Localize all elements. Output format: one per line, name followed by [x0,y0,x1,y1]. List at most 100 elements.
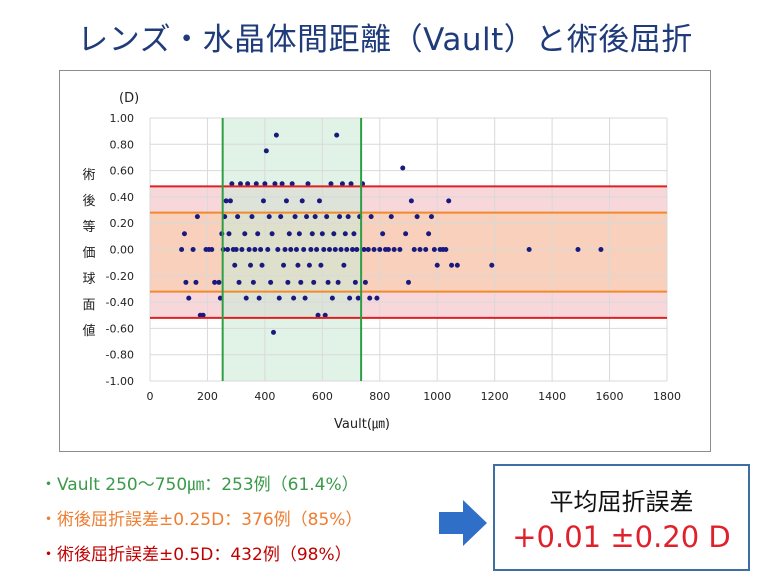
data-point [361,247,367,252]
x-tick-label: 1400 [538,390,566,403]
data-point [434,262,440,268]
data-point [408,198,414,204]
y-axis-label-char: 後 [82,194,95,209]
data-point [446,198,452,204]
data-point [371,247,377,252]
data-point [249,214,255,220]
x-tick-label: 1600 [596,390,624,403]
data-point [239,247,245,252]
data-point [331,231,337,237]
data-point [406,279,411,285]
data-point [200,312,206,318]
y-tick-label: -1.00 [106,375,134,388]
data-point [328,181,334,187]
data-point [255,231,261,237]
data-point [233,247,239,252]
data-point [377,247,383,252]
data-point [314,247,320,252]
data-point [209,247,215,252]
data-point [454,262,460,268]
data-point [309,231,315,237]
y-axis-label-char: 値 [82,323,95,339]
data-point [354,247,360,252]
data-point [324,214,330,220]
data-point [276,295,282,301]
x-tick-label: 1000 [423,390,451,403]
data-point [181,231,187,237]
data-point [293,247,299,252]
data-point [258,247,264,252]
data-point [391,247,397,252]
data-point [302,295,308,301]
data-point [325,279,331,285]
data-point [283,198,289,204]
data-point [341,262,347,268]
data-point [268,279,274,285]
stat-vault-range: ・Vault 250〜750㎛：253例（61.4%） [40,475,359,495]
data-point [278,214,284,220]
data-point [428,214,434,220]
data-point [368,214,374,220]
data-point [347,295,353,301]
y-tick-label: 0.40 [110,191,135,204]
data-point [575,247,581,252]
data-point [190,247,196,252]
data-point [332,247,338,252]
data-point [308,247,314,252]
data-point [216,279,222,285]
data-point [301,247,307,252]
data-point [186,295,192,301]
data-point [388,214,394,220]
y-tick-label: 0.20 [110,217,135,230]
data-point [397,247,403,252]
data-point [299,198,305,204]
data-point [335,279,341,285]
data-point [235,214,241,220]
data-point [292,214,298,220]
slide-title: レンズ・水晶体間距離（Vault）と術後屈折 [77,22,693,58]
y-axis-label-char: 価 [82,246,95,261]
x-tick-label: 400 [254,390,275,403]
data-point [298,279,304,285]
data-point [217,295,223,301]
data-point [321,247,327,252]
data-point [351,231,357,237]
data-point [312,214,318,220]
data-point [385,247,391,252]
data-point [227,198,233,204]
data-point [367,295,373,301]
data-point [344,247,350,252]
data-point [411,247,417,252]
data-point [236,279,242,285]
data-point [271,329,277,335]
data-point [263,148,269,154]
data-point [322,312,328,318]
data-point [275,247,281,252]
y-axis-label-char: 球 [82,272,95,287]
data-point [179,247,185,252]
y-tick-label: 0.80 [110,138,135,151]
data-point [449,262,455,268]
data-point [327,247,333,252]
data-point [526,247,532,252]
data-point [269,231,275,237]
data-point [242,231,248,237]
data-point [243,295,249,301]
data-point [229,181,235,187]
result-value: +0.01 ±0.20 D [512,520,731,554]
data-point [318,262,324,268]
data-point [334,132,340,138]
data-point [400,165,406,171]
data-point [417,247,423,252]
scatter-chart: 1.00 0.80 0.60 0.40 0.20 0.00 -0.20 -0.40 -0.60 -… [82,91,681,432]
x-tick-label: 0 [147,390,154,403]
x-tick-label: 1200 [481,390,509,403]
stat-error-025: ・術後屈折誤差±0.25D：376例（85%） [40,510,363,530]
data-point [253,181,259,187]
result-box: 平均屈折誤差 +0.01 ±0.20 D [493,464,750,571]
data-point [489,262,495,268]
data-point [259,262,265,268]
data-point [288,247,294,252]
x-tick-label: 600 [312,390,333,403]
data-point [426,231,432,237]
